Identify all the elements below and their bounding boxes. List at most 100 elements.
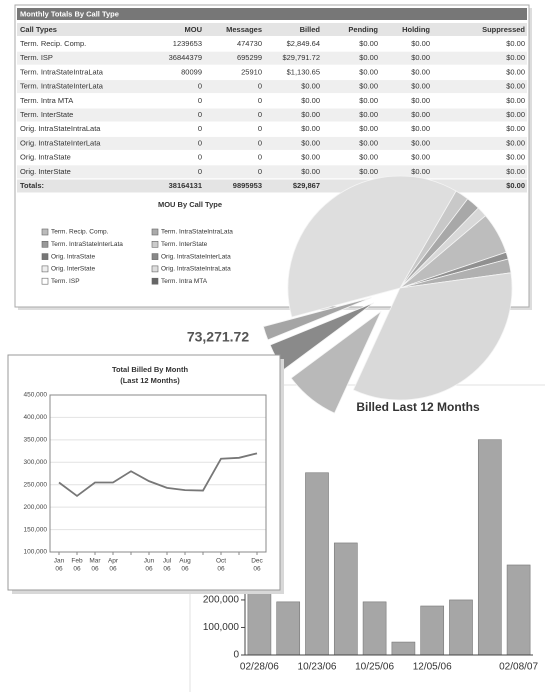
bar <box>420 605 445 656</box>
table-cell: $2,849.64 <box>287 39 320 48</box>
bar <box>362 601 387 656</box>
table-cell: $0.00 <box>359 110 378 119</box>
table-cell: $0.00 <box>359 53 378 62</box>
table-cell: 0 <box>258 138 262 147</box>
bar-chart-title: Billed Last 12 Months <box>356 400 480 414</box>
bar <box>391 641 416 656</box>
column-header: MOU <box>185 25 203 34</box>
column-header: Pending <box>348 25 378 34</box>
table-cell: $0.00 <box>506 96 525 105</box>
table-cell: $0.00 <box>301 153 320 162</box>
y-tick-label: 200,000 <box>24 504 48 511</box>
legend-swatch <box>151 228 159 236</box>
table-cell: $0.00 <box>359 138 378 147</box>
table-cell: $0.00 <box>411 39 430 48</box>
table-cell: $1,130.65 <box>287 67 320 76</box>
totals-cell: Totals: <box>20 181 44 190</box>
table-cell: $0.00 <box>411 67 430 76</box>
table-cell: 80099 <box>181 67 202 76</box>
table-cell: $0.00 <box>411 53 430 62</box>
table-cell: $0.00 <box>506 138 525 147</box>
table-cell: Term. IntraStateInterLata <box>20 82 104 91</box>
bar <box>333 542 358 656</box>
table-title: Monthly Totals By Call Type <box>20 9 119 18</box>
table-cell: $0.00 <box>506 53 525 62</box>
x-tick-label: 06 <box>91 566 99 573</box>
legend-label: Term. IntraStateInterLata <box>51 241 123 248</box>
table-cell: $0.00 <box>301 167 320 176</box>
y-tick-label: 150,000 <box>24 526 48 533</box>
table-cell: $0.00 <box>301 96 320 105</box>
table-cell: $29,791.72 <box>282 53 320 62</box>
legend-swatch <box>151 241 159 248</box>
pie-slice <box>287 175 457 318</box>
table-cell: $0.00 <box>411 138 430 147</box>
table-cell: 0 <box>198 96 202 105</box>
table-cell: Term. Intra MTA <box>20 96 73 105</box>
table-cell: $0.00 <box>506 153 525 162</box>
table-cell: $0.00 <box>359 82 378 91</box>
x-tick-label: Apr <box>108 558 119 565</box>
row-shade <box>17 136 527 150</box>
x-tick-label: 06 <box>253 566 261 573</box>
table-cell: $0.00 <box>301 82 320 91</box>
x-tick-label: 10/23/06 <box>298 662 337 673</box>
legend-swatch <box>41 265 49 273</box>
table-cell: Orig. IntraStateIntraLata <box>20 124 101 133</box>
table-cell: 0 <box>258 167 262 176</box>
table-cell: 1239653 <box>173 39 202 48</box>
column-header: Holding <box>402 25 430 34</box>
table-cell: $0.00 <box>506 167 525 176</box>
y-tick-label: 450,000 <box>24 392 48 399</box>
x-tick-label: 06 <box>163 566 171 573</box>
table-cell: 0 <box>198 138 202 147</box>
legend-swatch <box>41 277 49 285</box>
legend-label: Orig. IntraState <box>51 253 95 260</box>
row-shade <box>17 51 527 65</box>
header-row <box>17 23 527 36</box>
legend-swatch <box>41 253 49 260</box>
y-tick-label: 400,000 <box>24 414 48 421</box>
x-tick-label: 02/08/07 <box>499 662 538 673</box>
plot-frame <box>49 394 267 553</box>
table-cell: Orig. InterState <box>20 167 71 176</box>
x-tick-label: Jun <box>144 558 155 565</box>
table-cell: $0.00 <box>359 67 378 76</box>
x-tick-label: Jan <box>54 558 65 565</box>
legend-label: Term. Intra MTA <box>161 278 208 285</box>
table-cell: $0.00 <box>301 138 320 147</box>
table-cell: Term. IntraStateIntraLata <box>20 67 104 76</box>
legend-label: Orig. IntraStateInterLata <box>161 253 231 260</box>
legend-swatch <box>41 228 49 236</box>
pie-slice <box>290 310 382 414</box>
table-cell: 0 <box>258 110 262 119</box>
bar <box>449 599 473 656</box>
line-chart-title: Total Billed By Month <box>112 365 189 374</box>
table-title-bar <box>17 8 527 20</box>
bar <box>276 601 301 656</box>
x-tick-label: 06 <box>217 566 225 573</box>
x-tick-label: Feb <box>71 558 83 565</box>
x-tick-label: 06 <box>109 566 117 573</box>
line-series <box>58 452 258 498</box>
table-cell: $0.00 <box>411 153 430 162</box>
table-cell: 0 <box>258 96 262 105</box>
totals-cell: $29,867 <box>293 181 320 190</box>
table-cell: $0.00 <box>506 67 525 76</box>
table-cell: $0.00 <box>359 153 378 162</box>
y-tick-label: 300,000 <box>24 459 48 466</box>
table-cell: 0 <box>198 82 202 91</box>
legend-label: Term. ISP <box>51 278 80 285</box>
y-tick-label: 0 <box>233 650 239 661</box>
legend-label: Term. InterState <box>161 241 208 248</box>
table-cell: $0.00 <box>359 167 378 176</box>
x-tick-label: Mar <box>89 558 101 565</box>
totals-cell: $0.00 <box>506 181 525 190</box>
table-cell: $0.00 <box>411 82 430 91</box>
x-tick-label: 06 <box>55 566 63 573</box>
pie-slice <box>262 297 372 341</box>
line-panel <box>7 354 281 591</box>
table-cell: $0.00 <box>301 110 320 119</box>
table-cell: $0.00 <box>359 39 378 48</box>
